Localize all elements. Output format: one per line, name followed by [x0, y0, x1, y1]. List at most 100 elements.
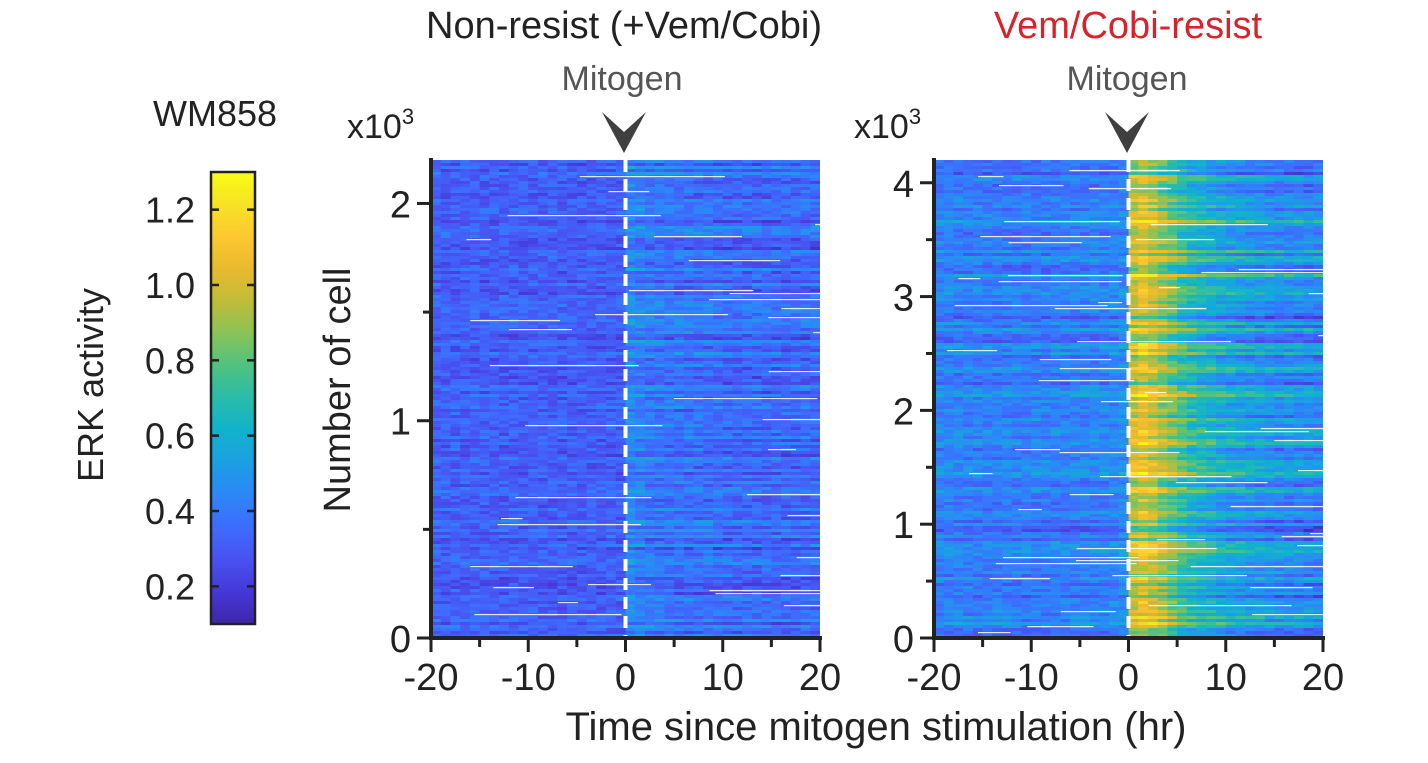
heatmap-cell: [664, 253, 674, 256]
heatmap-cell: [723, 241, 733, 244]
heatmap-cell: [509, 373, 519, 376]
heatmap-cell: [460, 331, 470, 334]
heatmap-cell: [596, 457, 606, 460]
heatmap-cell: [713, 196, 723, 199]
heatmap-cell: [577, 163, 587, 166]
heatmap-cell: [557, 235, 567, 238]
heatmap-cell: [655, 445, 665, 448]
heatmap-cell: [489, 475, 499, 478]
heatmap-cell: [587, 520, 597, 523]
heatmap-cell: [538, 484, 548, 487]
heatmap-cell: [781, 268, 791, 271]
heatmap-cell: [635, 358, 645, 361]
heatmap-cell: [791, 376, 801, 379]
heatmap-cell: [577, 451, 587, 454]
heatmap-cell: [557, 187, 567, 190]
heatmap-cell: [489, 223, 499, 226]
heatmap-cell: [557, 250, 567, 253]
heatmap-cell: [645, 490, 655, 493]
colorbar-tick-label: 0.4: [145, 491, 195, 532]
heatmap-cell: [742, 511, 752, 514]
heatmap-cell: [450, 352, 460, 355]
heatmap-cell: [742, 391, 752, 394]
heatmap-cell: [489, 352, 499, 355]
heatmap-cell: [480, 181, 490, 184]
heatmap-cell: [703, 442, 713, 445]
heatmap-cell: [810, 478, 820, 481]
heatmap-cell: [528, 295, 538, 298]
heatmap-cell: [732, 175, 742, 178]
heatmap-cell: [635, 439, 645, 442]
heatmap-cell: [499, 247, 509, 250]
heatmap-cell: [801, 265, 811, 268]
heatmap-cell: [557, 481, 567, 484]
heatmap-cell: [606, 163, 616, 166]
heatmap-cell: [781, 349, 791, 352]
heatmap-cell: [450, 355, 460, 358]
heatmap-cell: [801, 319, 811, 322]
heatmap-cell: [538, 514, 548, 517]
heatmap-cell: [567, 232, 577, 235]
heatmap-cell: [703, 517, 713, 520]
heatmap-cell: [528, 415, 538, 418]
heatmap-cell: [606, 367, 616, 370]
heatmap-cell: [616, 328, 626, 331]
heatmap-cell: [509, 172, 519, 175]
heatmap-cell: [480, 166, 490, 169]
heatmap-cell: [499, 274, 509, 277]
heatmap-cell: [723, 187, 733, 190]
heatmap-cell: [538, 445, 548, 448]
heatmap-cell: [684, 328, 694, 331]
heatmap-cell: [732, 319, 742, 322]
heatmap-cell: [694, 445, 704, 448]
heatmap-cell: [489, 325, 499, 328]
heatmap-cell: [450, 442, 460, 445]
heatmap-cell: [460, 421, 470, 424]
heatmap-cell: [596, 433, 606, 436]
heatmap-cell: [528, 268, 538, 271]
heatmap-cell: [694, 247, 704, 250]
heatmap-cell: [499, 496, 509, 499]
heatmap-cell: [684, 451, 694, 454]
heatmap-cell: [480, 160, 490, 163]
heatmap-cell: [732, 286, 742, 289]
heatmap-cell: [713, 202, 723, 205]
heatmap-cell: [723, 364, 733, 367]
heatmap-cell: [801, 166, 811, 169]
heatmap-cell: [810, 235, 820, 238]
heatmap-cell: [587, 436, 597, 439]
heatmap-cell: [645, 169, 655, 172]
heatmap-cell: [781, 199, 791, 202]
heatmap-cell: [587, 280, 597, 283]
heatmap-cell: [499, 505, 509, 508]
heatmap-cell: [606, 382, 616, 385]
heatmap-cell: [732, 208, 742, 211]
heatmap-cell: [674, 424, 684, 427]
heatmap-cell: [752, 433, 762, 436]
heatmap-cell: [771, 202, 781, 205]
heatmap-cell: [655, 304, 665, 307]
heatmap-cell: [732, 499, 742, 502]
heatmap-cell: [480, 247, 490, 250]
heatmap-cell: [557, 226, 567, 229]
heatmap-cell: [762, 403, 772, 406]
heatmap-cell: [557, 409, 567, 412]
heatmap-cell: [713, 421, 723, 424]
heatmap-cell: [460, 289, 470, 292]
heatmap-cell: [810, 421, 820, 424]
heatmap-cell: [810, 523, 820, 526]
heatmap-cell: [732, 514, 742, 517]
heatmap-cell: [655, 493, 665, 496]
heatmap-cell: [645, 394, 655, 397]
heatmap-cell: [664, 490, 674, 493]
heatmap-cell: [762, 445, 772, 448]
heatmap-cell: [519, 295, 529, 298]
heatmap-cell: [664, 496, 674, 499]
heatmap-cell: [762, 172, 772, 175]
heatmap-cell: [762, 322, 772, 325]
heatmap-cell: [655, 241, 665, 244]
heatmap-cell: [781, 238, 791, 241]
heatmap-cell: [596, 469, 606, 472]
heatmap-cell: [771, 454, 781, 457]
heatmap-cell: [509, 274, 519, 277]
